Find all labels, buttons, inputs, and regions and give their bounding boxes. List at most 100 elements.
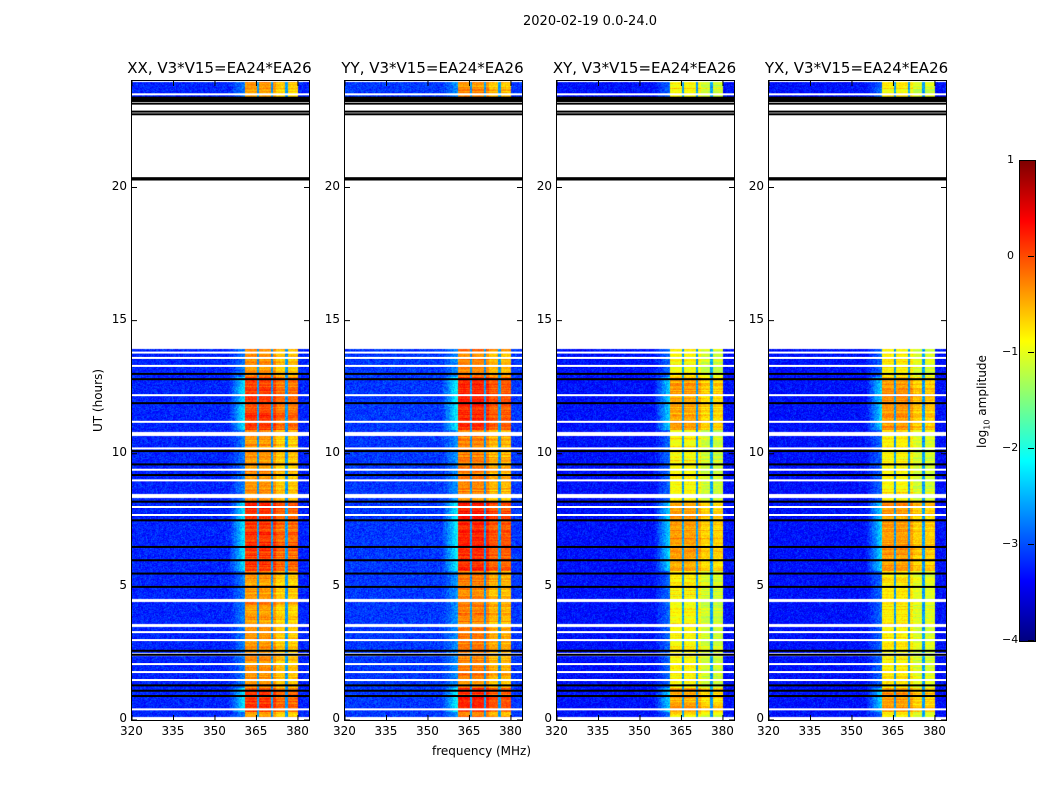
figure-title: 2020-02-19 0.0-24.0	[523, 14, 657, 29]
y-axis-label: UT (hours)	[91, 368, 105, 432]
flagged-row-white	[769, 93, 946, 96]
heatmap-image	[557, 81, 734, 720]
x-tick-label: 335	[374, 724, 398, 738]
flagged-row-black	[769, 450, 946, 453]
flagged-row-black	[132, 519, 309, 522]
x-tick-label: 320	[757, 724, 780, 738]
flagged-row-black	[557, 450, 734, 453]
flagged-row-white	[345, 513, 522, 516]
flagged-row-black	[557, 585, 734, 588]
flagged-row-white	[345, 479, 522, 482]
flagged-row-white	[769, 506, 946, 508]
colorbar-tick	[1028, 544, 1034, 545]
x-tick-label: 365	[669, 724, 693, 738]
flagged-row-white	[132, 479, 309, 482]
colorbar	[1019, 160, 1036, 642]
waterfall-panel-xx	[131, 80, 310, 721]
colorbar-tick	[1028, 448, 1034, 449]
flagged-row-white	[557, 394, 734, 397]
flagged-row-white	[132, 364, 309, 367]
flagged-row-white	[557, 708, 734, 711]
flagged-row-white	[345, 663, 522, 666]
x-tick-label: 320	[333, 724, 356, 738]
flagged-row-white	[345, 631, 522, 634]
flagged-row-white	[769, 513, 946, 516]
flagged-row-white	[769, 447, 946, 450]
y-tick-label: 0	[544, 711, 552, 725]
y-tick-label: 0	[756, 711, 764, 725]
flagged-row-white	[557, 631, 734, 634]
x-tick-label: 320	[545, 724, 568, 738]
flagged-row-black	[769, 559, 946, 562]
colorbar-tick-label: −1	[1002, 345, 1019, 358]
flagged-row-black	[345, 559, 522, 562]
flagged-row-white	[345, 420, 522, 423]
flagged-row-black	[132, 572, 309, 575]
flagged-row-white	[345, 671, 522, 674]
x-tick-label: 350	[839, 724, 863, 738]
flagged-row-black	[557, 559, 734, 562]
x-tick-label: 365	[244, 724, 268, 738]
y-tick-label: 10	[111, 444, 127, 459]
flagged-row-black	[769, 463, 946, 466]
panel-title: YX, V3*V15=EA24*EA26	[764, 59, 949, 77]
flagged-row-black	[132, 110, 309, 113]
flagged-row-black	[769, 102, 946, 105]
flagged-row-black	[345, 96, 522, 102]
flagged-row-white	[345, 679, 522, 682]
flagged-row-black	[345, 463, 522, 466]
y-tick-label: 10	[748, 444, 764, 459]
panel-overlay	[344, 81, 522, 721]
flagged-row-black	[132, 402, 309, 405]
flagged-row-white	[557, 679, 734, 682]
flagged-row-white	[557, 447, 734, 450]
flagged-row-black	[345, 519, 522, 522]
flagged-row-black	[557, 695, 734, 698]
flagged-row-black	[769, 474, 946, 477]
x-tick-label: 365	[881, 724, 905, 738]
colorbar-tick	[1028, 256, 1034, 257]
y-tick-label: 0	[119, 711, 127, 725]
y-tick-label: 15	[536, 311, 552, 326]
flagged-row-white	[769, 351, 946, 354]
flagged-row-white	[769, 420, 946, 423]
flagged-row-white	[557, 93, 734, 96]
flagged-row-black	[557, 372, 734, 375]
flagged-row-black	[345, 545, 522, 548]
flagged-row-black	[769, 177, 946, 180]
flagged-row-white	[769, 394, 946, 397]
y-tick-label: 15	[111, 311, 127, 326]
flagged-row-white	[132, 420, 309, 423]
flagged-row-black	[769, 500, 946, 503]
heatmap-image	[132, 81, 309, 720]
flagged-row-black	[769, 378, 946, 381]
flagged-row-white	[345, 356, 522, 359]
flagged-row-white	[769, 679, 946, 682]
y-tick-label: 20	[748, 178, 764, 193]
flagged-row-black	[345, 177, 522, 180]
flagged-row-black	[345, 102, 522, 105]
y-tick-label: 5	[332, 577, 340, 592]
colorbar-tick-label: 0	[1007, 249, 1014, 262]
flagged-row-white	[769, 468, 946, 471]
flagged-row-white	[345, 468, 522, 471]
flagged-row-white	[557, 468, 734, 471]
flagged-row-white	[345, 351, 522, 354]
colorbar-tick-label: −2	[1002, 441, 1019, 454]
flagged-row-black	[557, 378, 734, 381]
flagged-row-white	[345, 506, 522, 508]
colorbar-tick	[1028, 352, 1034, 353]
flagged-row-black	[132, 463, 309, 466]
panel-overlay	[131, 81, 309, 721]
panel-title: YY, V3*V15=EA24*EA26	[341, 59, 524, 77]
colorbar-tick	[1028, 640, 1034, 641]
x-tick-label: 380	[710, 724, 734, 738]
waterfall-panel-yx	[768, 80, 947, 721]
flagged-row-black	[132, 689, 309, 692]
flagged-row-black	[769, 372, 946, 375]
heatmap-image	[345, 81, 522, 720]
flagged-row-black	[557, 689, 734, 692]
flagged-row-white	[345, 93, 522, 96]
flagged-row-black	[557, 474, 734, 477]
flagged-row-black	[769, 519, 946, 522]
